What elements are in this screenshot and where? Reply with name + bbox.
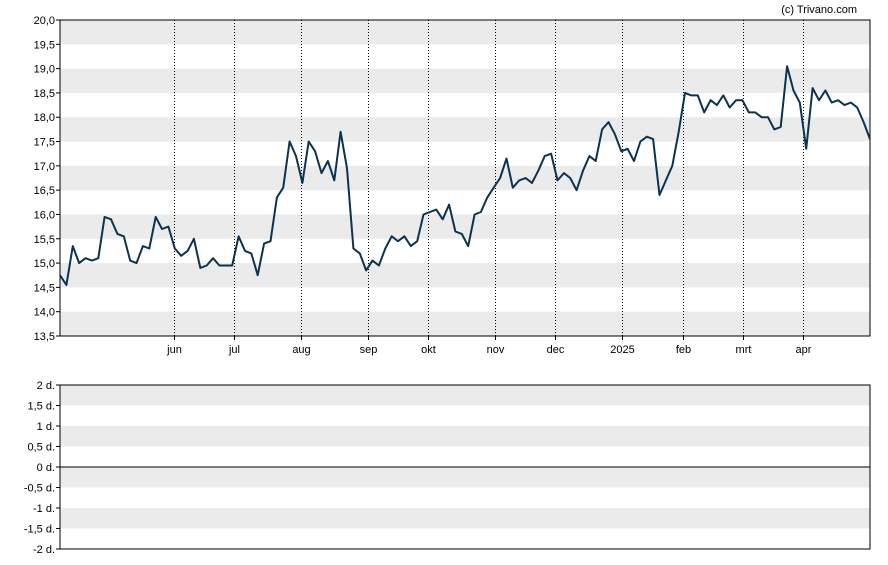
price-band xyxy=(60,165,870,191)
y-tick-label: 15,0 xyxy=(34,258,55,270)
y-tick-label: 19,0 xyxy=(34,64,55,76)
y-tick-label: 18,5 xyxy=(34,88,55,100)
volume-chart-bands xyxy=(60,385,870,529)
y-tick-label: 18,0 xyxy=(34,112,55,124)
x-tick-label: jun xyxy=(166,344,182,356)
y-tick-label: 19,5 xyxy=(34,39,55,51)
y-tick-label: 15,5 xyxy=(34,234,55,246)
volume-chart: -2 d. -1,5 d. -1 d. -0,5 d. 0 d. 0,5 d. 1 d. 1,… xyxy=(24,380,871,556)
price-chart: 13,5 14,0 14,5 15,0 15,5 16,0 16,5 17,0 17,5 18,0… xyxy=(34,15,871,356)
y-tick-label: 16,0 xyxy=(34,209,55,221)
price-band xyxy=(60,311,870,336)
y-tick-label: 17,5 xyxy=(34,137,55,149)
y-tick-label: 14,0 xyxy=(34,307,55,319)
x-tick-label: feb xyxy=(676,344,691,356)
price-chart-frame xyxy=(59,19,871,337)
y-tick-label: -1 d. xyxy=(33,503,55,515)
x-tick-label: mrt xyxy=(736,344,752,356)
x-tick-label: jul xyxy=(228,344,240,356)
x-tick-label: sep xyxy=(360,344,378,356)
x-tick-label: nov xyxy=(487,344,505,356)
y-tick-label: 0,5 d. xyxy=(27,442,55,454)
volume-band xyxy=(60,385,870,406)
y-tick-label: -1,5 d. xyxy=(24,524,55,536)
price-chart-bands xyxy=(60,20,870,336)
price-band xyxy=(60,263,870,288)
price-band xyxy=(60,214,870,239)
credit-text: (c) Trivano.com xyxy=(781,4,857,16)
x-tick-label: dec xyxy=(547,344,565,356)
price-band xyxy=(60,68,870,93)
y-tick-label: 17,0 xyxy=(34,161,55,173)
volume-chart-y-axis: -2 d. -1,5 d. -1 d. -0,5 d. 0 d. 0,5 d. 1 d. 1,… xyxy=(24,380,60,556)
y-tick-label: -0,5 d. xyxy=(24,483,55,495)
price-band xyxy=(60,20,870,45)
volume-band xyxy=(60,467,870,488)
y-tick-label: 1 d. xyxy=(37,421,55,433)
y-tick-label: 2 d. xyxy=(37,380,55,392)
x-tick-label: 2025 xyxy=(610,344,634,356)
y-tick-label: 1,5 d. xyxy=(27,401,55,413)
y-tick-label: 20,0 xyxy=(34,15,55,27)
price-chart-x-axis: jun jul aug sep okt nov dec 2025 feb mrt apr xyxy=(166,336,812,356)
price-band xyxy=(60,117,870,142)
y-tick-label: 0 d. xyxy=(37,462,55,474)
x-tick-label: okt xyxy=(421,344,436,356)
x-tick-label: apr xyxy=(796,344,812,356)
volume-band xyxy=(60,426,870,447)
x-tick-label: aug xyxy=(292,344,310,356)
volume-band xyxy=(60,508,870,529)
price-series-line xyxy=(59,65,871,286)
y-tick-label: 16,5 xyxy=(34,185,55,197)
y-tick-label: 13,5 xyxy=(34,331,55,343)
price-chart-y-axis: 13,5 14,0 14,5 15,0 15,5 16,0 16,5 17,0 17,5 18,0… xyxy=(34,15,60,343)
y-tick-label: -2 d. xyxy=(33,544,55,556)
y-tick-label: 14,5 xyxy=(34,282,55,294)
